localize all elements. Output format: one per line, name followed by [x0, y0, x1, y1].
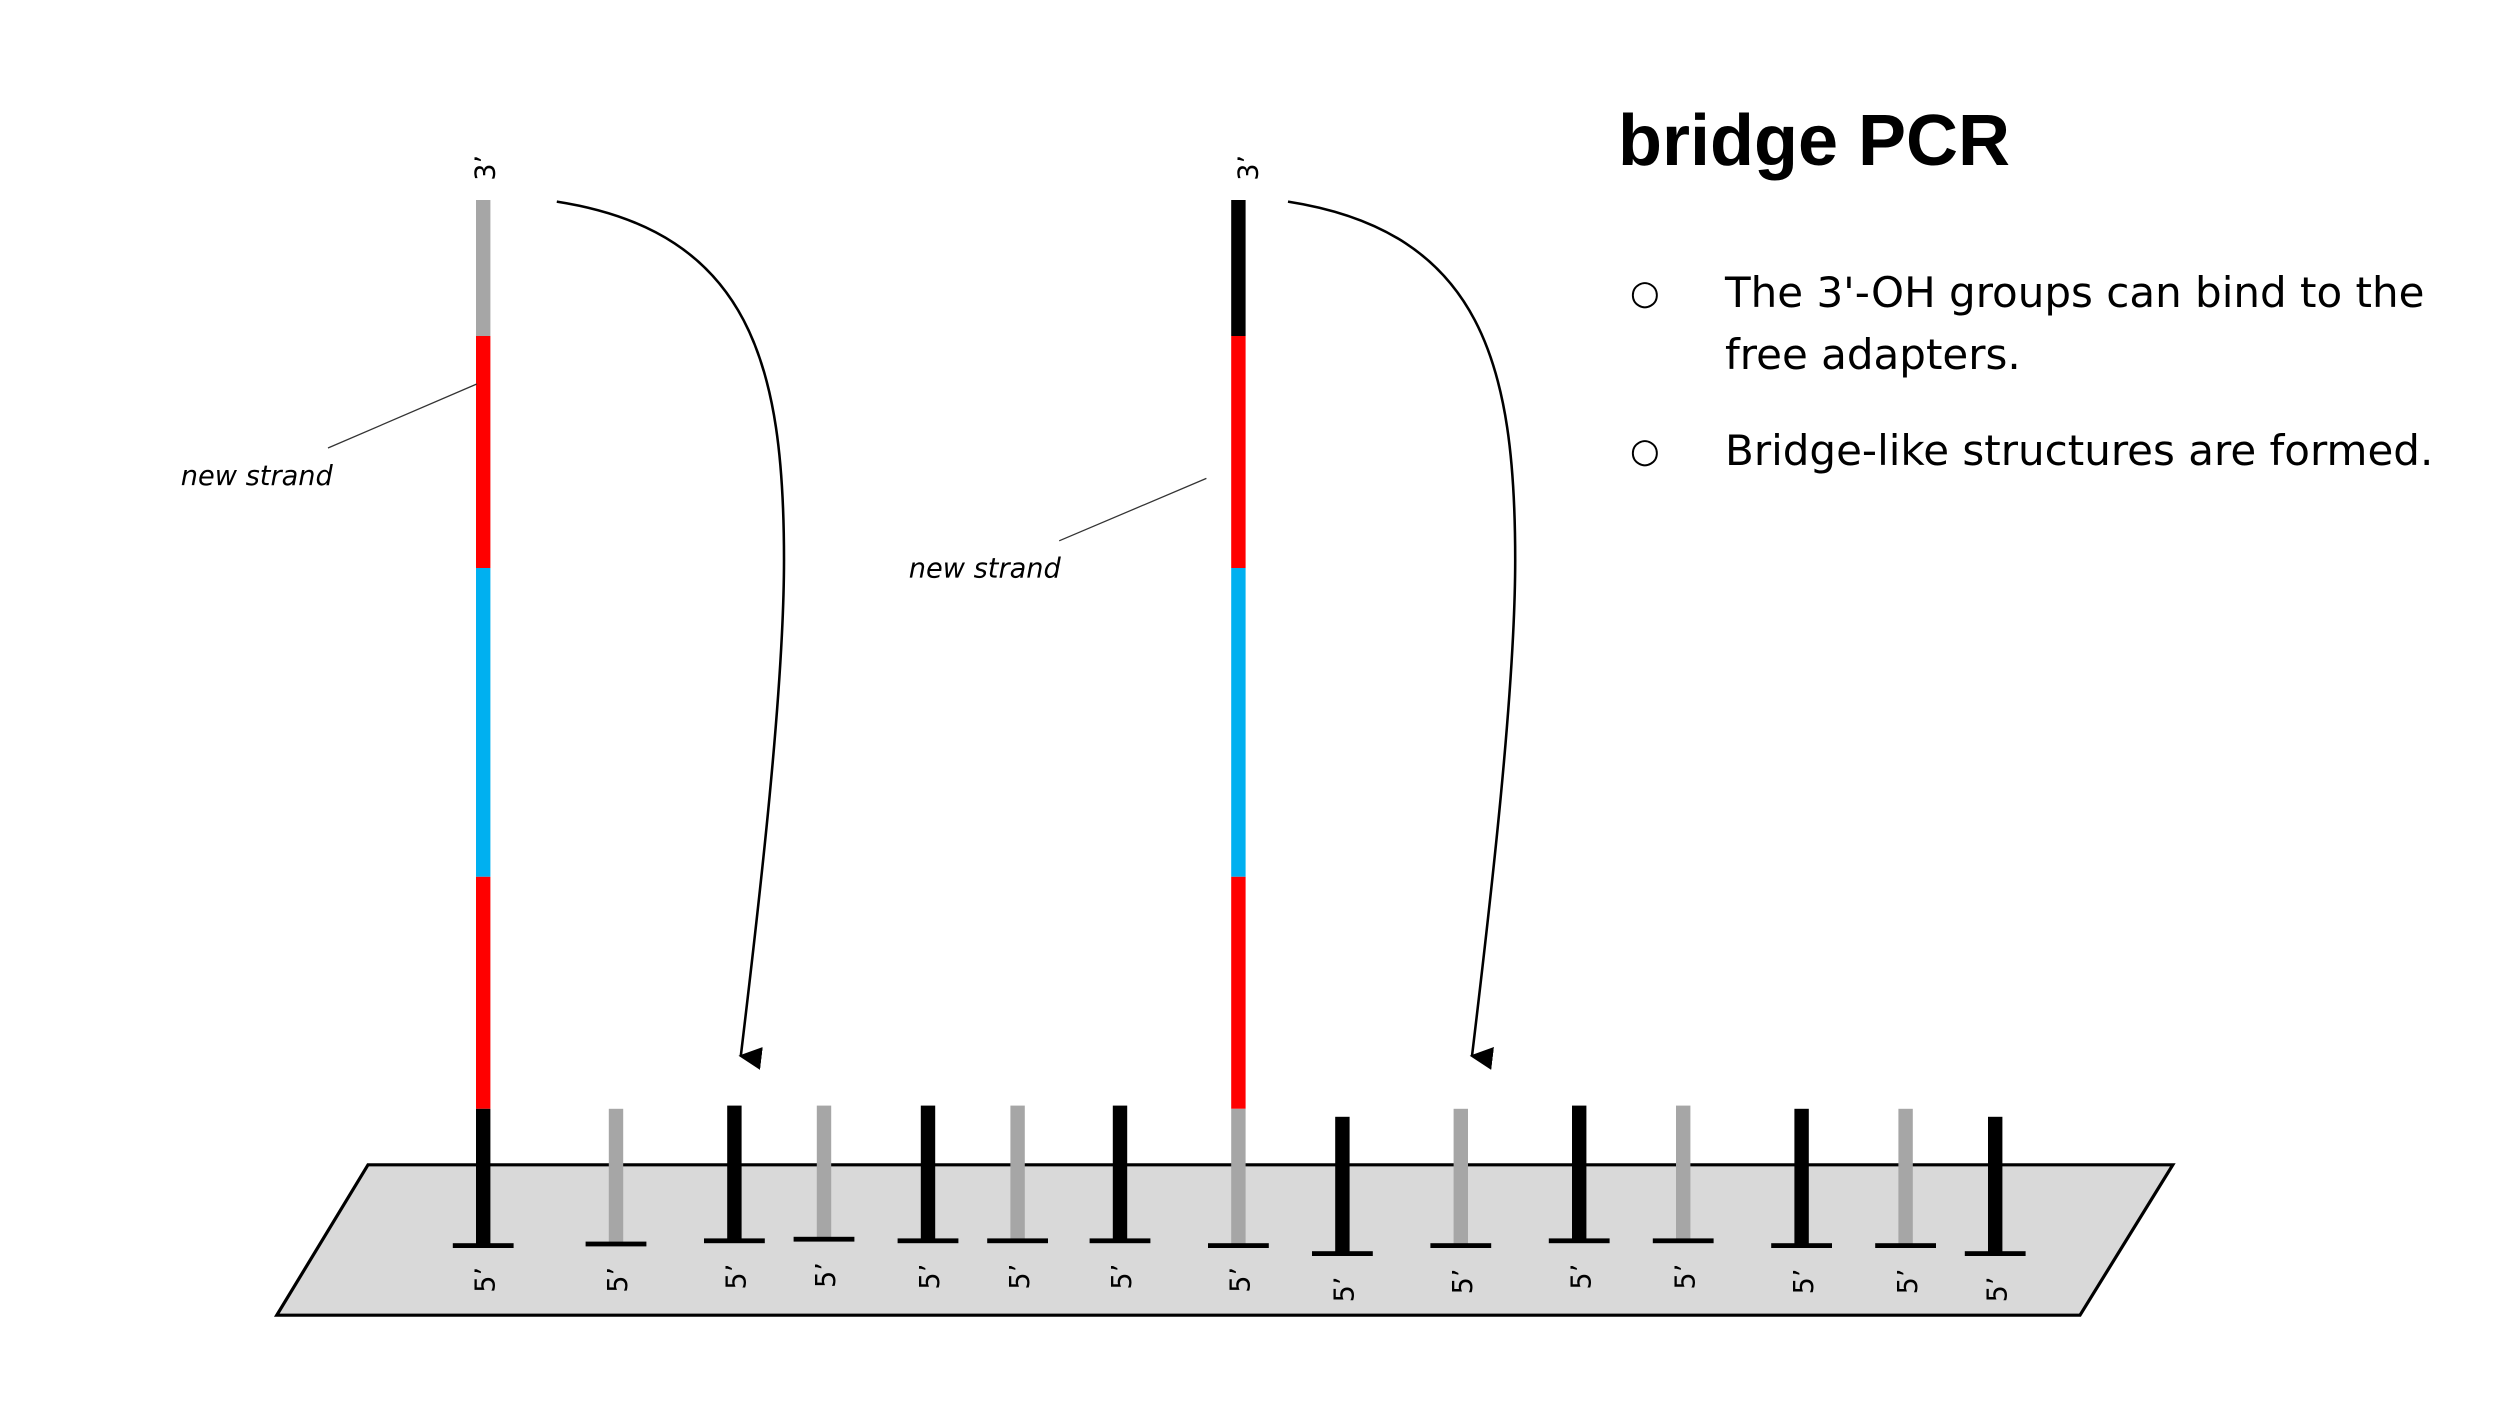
- strand-1-segment: [476, 876, 491, 1109]
- strand-1-segment: [476, 336, 491, 568]
- anchor-foot: [452, 1243, 514, 1248]
- slide-title: bridge PCR: [1618, 101, 2011, 181]
- free-adapter: [1988, 1116, 2003, 1253]
- five-prime-label: 5’: [1226, 1267, 1257, 1293]
- three-prime-label-1: 3’: [470, 155, 501, 181]
- bend-arrow-2: [1287, 200, 1517, 1070]
- five-prime-label: 5’: [915, 1264, 946, 1290]
- free-adapter: [920, 1105, 936, 1240]
- strand-2-segment: [1231, 568, 1246, 877]
- five-prime-label: 5’: [1789, 1268, 1820, 1294]
- bullet-text: Bridge-like structures are formed.: [1725, 426, 2434, 475]
- free-adapter: [1112, 1105, 1128, 1240]
- anchor-foot: [1430, 1243, 1492, 1248]
- strand-2-segment: [1231, 876, 1246, 1109]
- five-prime-label: 5’: [1982, 1276, 2013, 1302]
- anchor-foot: [1208, 1243, 1269, 1248]
- new-strand-pointer-2: [1058, 477, 1207, 542]
- anchor-foot: [1652, 1238, 1714, 1244]
- anchor-foot: [1771, 1243, 1832, 1248]
- free-adapter: [608, 1108, 624, 1244]
- five-prime-label: 5’: [1107, 1264, 1138, 1290]
- strand-2-segment: [1231, 336, 1246, 568]
- five-prime-label: 5’: [1448, 1268, 1479, 1294]
- anchor-foot: [1312, 1251, 1373, 1256]
- anchor-foot: [1964, 1251, 2026, 1256]
- five-prime-label: 5’: [603, 1267, 634, 1293]
- new-strand-label-1: new strand: [181, 461, 334, 492]
- strand-1-segment: [476, 568, 491, 877]
- free-adapter: [1794, 1108, 1809, 1245]
- strand-2-segment: [1231, 200, 1246, 336]
- five-prime-label: 5’: [1670, 1264, 1701, 1290]
- anchor-foot: [1089, 1238, 1151, 1244]
- anchor-foot: [704, 1238, 765, 1244]
- flow-cell-surface: [273, 1163, 2176, 1317]
- free-adapter: [1335, 1116, 1350, 1253]
- five-prime-label: 5’: [1330, 1276, 1361, 1302]
- five-prime-label: 5’: [1893, 1268, 1924, 1294]
- five-prime-label: 5’: [811, 1262, 842, 1288]
- bend-arrow-1: [556, 200, 786, 1070]
- new-strand-label-2: new strand: [909, 554, 1062, 585]
- strand-2-segment: [1231, 1108, 1246, 1245]
- anchor-foot: [897, 1238, 959, 1244]
- anchor-foot: [1548, 1238, 1610, 1244]
- strand-1-segment: [476, 200, 491, 336]
- bullet-item: ○ The 3'-OH groups can bind to the free …: [1630, 262, 2445, 386]
- free-adapter: [1453, 1108, 1468, 1245]
- free-adapter: [1572, 1105, 1587, 1240]
- free-adapter: [1010, 1105, 1025, 1240]
- anchor-foot: [1875, 1243, 1936, 1248]
- five-prime-label: 5’: [1566, 1264, 1597, 1290]
- strand-1-segment: [476, 1108, 491, 1245]
- anchor-foot: [585, 1241, 647, 1247]
- free-adapter: [816, 1105, 832, 1239]
- anchor-foot: [793, 1236, 855, 1242]
- free-adapter: [1898, 1108, 1913, 1245]
- free-adapter: [727, 1105, 742, 1240]
- five-prime-label: 5’: [470, 1267, 501, 1293]
- hollow-circle-bullet-icon: ○: [1630, 273, 1660, 313]
- three-prime-label-2: 3’: [1234, 155, 1265, 181]
- bullet-text: The 3'-OH groups can bind to the free ad…: [1725, 268, 2425, 379]
- free-adapter: [1676, 1105, 1691, 1240]
- hollow-circle-bullet-icon: ○: [1630, 431, 1660, 471]
- bullet-item: ○ Bridge-like structures are formed.: [1630, 420, 2445, 482]
- new-strand-pointer-1: [327, 383, 478, 449]
- anchor-foot: [987, 1238, 1048, 1244]
- five-prime-label: 5’: [722, 1264, 753, 1290]
- five-prime-label: 5’: [1005, 1264, 1036, 1290]
